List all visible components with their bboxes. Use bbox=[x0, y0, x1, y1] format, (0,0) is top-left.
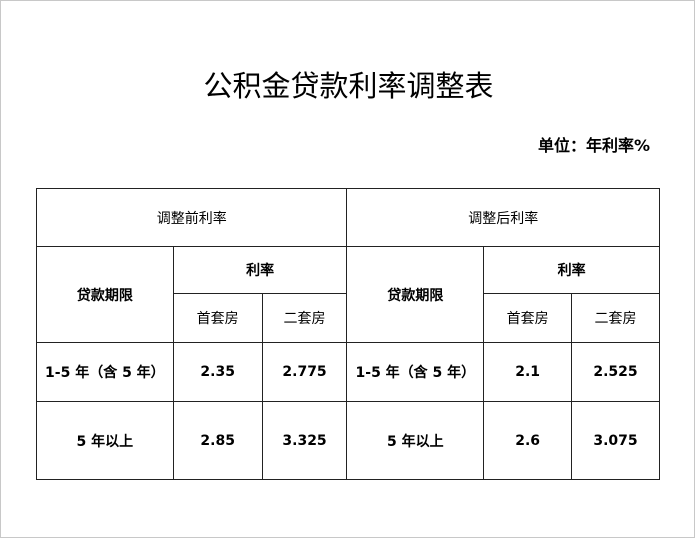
rate-cell: 2.525 bbox=[571, 342, 660, 402]
table-row: 1-5 年（含 5 年） 2.35 2.775 1-5 年（含 5 年） 2.1… bbox=[36, 342, 660, 402]
term-header: 贷款期限 bbox=[346, 246, 485, 343]
table-row: 5 年以上 2.85 3.325 5 年以上 2.6 3.075 bbox=[36, 401, 660, 480]
rate-cell: 2.85 bbox=[172, 401, 263, 480]
rate-header: 利率 bbox=[172, 246, 348, 294]
rate-cell: 3.075 bbox=[571, 401, 660, 480]
rate-cell: 2.35 bbox=[172, 342, 263, 402]
term-cell: 5 年以上 bbox=[36, 401, 174, 480]
term-cell: 5 年以上 bbox=[346, 401, 485, 480]
page-title: 公积金贷款利率调整表 bbox=[203, 69, 494, 103]
term-cell: 1-5 年（含 5 年） bbox=[36, 342, 174, 402]
rate-header: 利率 bbox=[483, 246, 660, 294]
rate-table: 调整前利率 调整后利率 贷款期限 利率 贷款期限 利率 首套房 二套房 首套房 … bbox=[35, 188, 660, 480]
term-cell: 1-5 年（含 5 年） bbox=[346, 342, 485, 402]
rate-cell: 2.1 bbox=[483, 342, 573, 402]
header-before: 调整前利率 bbox=[35, 188, 348, 247]
term-header: 贷款期限 bbox=[36, 246, 174, 343]
unit-label: 单位：年利率% bbox=[537, 136, 650, 155]
header-after: 调整后利率 bbox=[346, 188, 660, 247]
second-home-header: 二套房 bbox=[571, 293, 660, 343]
first-home-header: 首套房 bbox=[172, 293, 263, 343]
rate-cell: 2.6 bbox=[483, 401, 573, 480]
second-home-header: 二套房 bbox=[261, 293, 348, 343]
rate-cell: 3.325 bbox=[261, 401, 348, 480]
first-home-header: 首套房 bbox=[483, 293, 573, 343]
rate-cell: 2.775 bbox=[261, 342, 348, 402]
